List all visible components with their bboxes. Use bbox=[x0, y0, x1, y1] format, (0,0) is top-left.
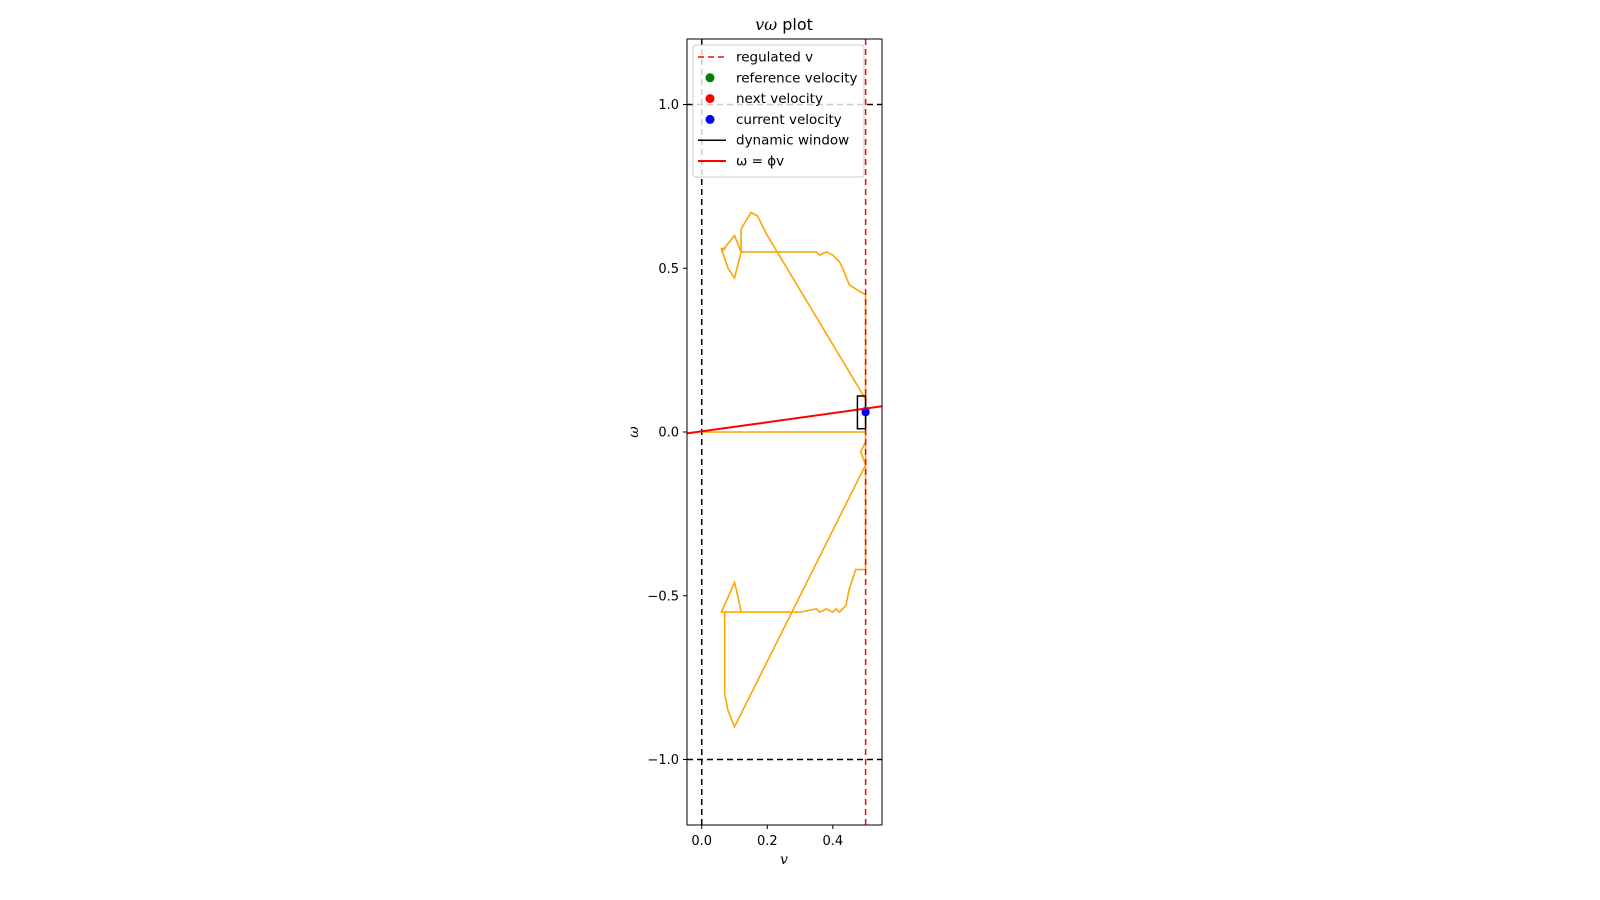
legend-label-5: ω = ϕv bbox=[736, 154, 784, 170]
x-tick-label: 0.2 bbox=[757, 834, 778, 849]
chart-title: vω plot bbox=[755, 15, 813, 34]
legend-handle-3 bbox=[705, 114, 715, 124]
y-tick-label: 0.0 bbox=[658, 426, 679, 441]
legend-label-4: dynamic window bbox=[736, 133, 849, 149]
y-tick-label: 0.5 bbox=[658, 262, 679, 277]
legend-label-0: regulated v bbox=[736, 50, 813, 66]
ticks-layer: 0.0 0.2 0.4 1.0 0.5 0.0 −0.5 −1.0 bbox=[647, 98, 843, 849]
legend-label-2: next velocity bbox=[736, 91, 823, 107]
legend-box bbox=[692, 44, 865, 178]
y-axis-label: ω bbox=[626, 426, 642, 438]
x-axis-label: v bbox=[780, 852, 788, 868]
trajectory-layer bbox=[701, 211, 867, 729]
legend-handle-2 bbox=[705, 94, 715, 104]
legend-handle-1 bbox=[705, 73, 715, 83]
omega-phi-line bbox=[687, 405, 882, 435]
x-tick-label: 0.0 bbox=[691, 834, 712, 849]
velocity-points-layer bbox=[861, 406, 870, 417]
omega-phi-layer bbox=[687, 405, 882, 435]
trajectory-line bbox=[701, 211, 867, 729]
legend-label-1: reference velocity bbox=[736, 70, 858, 86]
chart-title-symbol: vω bbox=[755, 15, 777, 34]
legend-label-3: current velocity bbox=[736, 112, 842, 128]
y-tick-label: −0.5 bbox=[647, 589, 679, 604]
x-tick-label: 0.4 bbox=[822, 834, 843, 849]
y-tick-label: 1.0 bbox=[658, 98, 679, 113]
y-tick-label: −1.0 bbox=[647, 753, 679, 768]
current-velocity-point bbox=[861, 408, 870, 417]
legend: regulated v reference velocity next veloci… bbox=[692, 44, 865, 178]
chart-title-text: plot bbox=[777, 15, 813, 34]
